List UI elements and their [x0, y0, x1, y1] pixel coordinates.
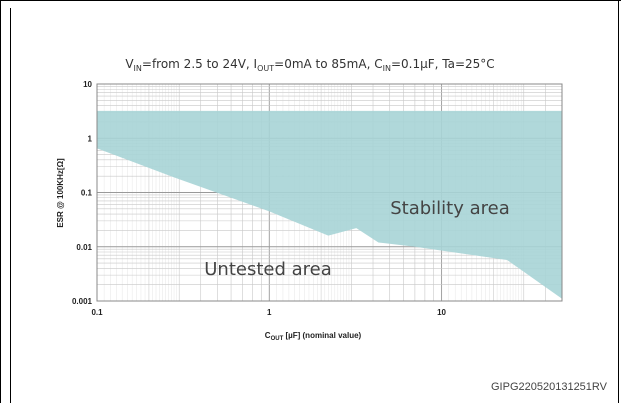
y-tick-label: 0.1	[81, 189, 93, 198]
left-rule	[10, 8, 11, 403]
y-tick-label: 10	[83, 80, 92, 89]
plot-area: 10 1 0.1 0.01 0.001 0.1 1 10	[72, 80, 563, 317]
y-tick-label: 0.001	[72, 297, 93, 306]
x-tick-label: 1	[267, 308, 272, 317]
y-tick-label: 1	[88, 134, 93, 143]
chart-title: VIN=from 2.5 to 24V, IOUT=0mA to 85mA, C…	[125, 57, 494, 73]
plot-border	[96, 83, 563, 302]
top-border	[0, 0, 621, 1]
x-axis-label: COUT [µF] (nominal value)	[265, 331, 362, 342]
stability-area-label: Stability area	[390, 198, 510, 219]
figure-id: GIPG220520131251RV	[491, 381, 608, 393]
x-tick-label: 10	[437, 308, 446, 317]
stability-region	[97, 110, 562, 299]
y-axis-label: ESR @ 100KHz[Ω]	[56, 158, 65, 228]
y-tick-label: 0.01	[76, 243, 92, 252]
untested-area-label: Untested area	[204, 259, 332, 280]
x-tick-label: 0.1	[91, 308, 103, 317]
